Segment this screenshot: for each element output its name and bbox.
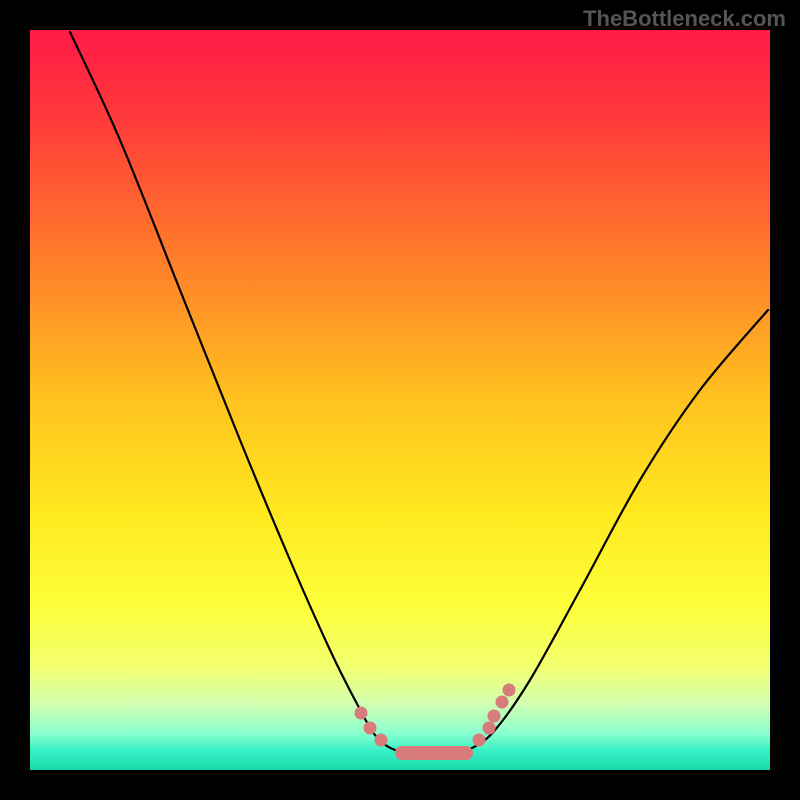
optimal-range-dot <box>375 734 388 747</box>
optimal-range-dot <box>355 707 368 720</box>
optimal-range-capsule <box>395 746 473 760</box>
optimal-range-dot <box>488 710 501 723</box>
optimal-range-dot <box>483 722 496 735</box>
bottleneck-chart <box>0 0 800 800</box>
watermark-text: TheBottleneck.com <box>583 6 786 32</box>
plot-area <box>30 30 770 770</box>
optimal-range-dot <box>473 734 486 747</box>
optimal-range-dot <box>364 722 377 735</box>
optimal-range-dot <box>503 684 516 697</box>
optimal-range-dot <box>496 696 509 709</box>
